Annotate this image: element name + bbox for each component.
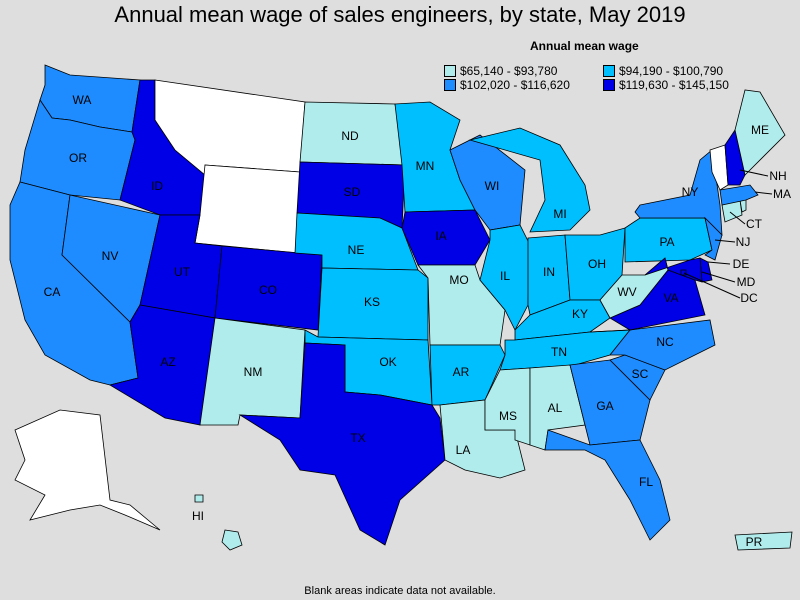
label-CT: CT bbox=[746, 217, 763, 231]
label-FL: FL bbox=[639, 475, 653, 489]
label-MI: MI bbox=[553, 207, 566, 221]
state-TX[interactable] bbox=[238, 342, 446, 546]
label-OH: OH bbox=[588, 257, 606, 271]
label-SD: SD bbox=[344, 185, 361, 199]
state-ME[interactable] bbox=[734, 89, 786, 176]
state-KS[interactable] bbox=[317, 267, 429, 341]
state-VT[interactable] bbox=[709, 144, 729, 191]
state-NH[interactable] bbox=[724, 128, 746, 186]
legend-swatch-1 bbox=[444, 65, 456, 77]
state-MI[interactable] bbox=[468, 127, 591, 233]
label-TX: TX bbox=[350, 431, 365, 445]
state-DC[interactable] bbox=[680, 269, 687, 276]
label-ID: ID bbox=[151, 179, 163, 193]
label-MN: MN bbox=[416, 159, 435, 173]
state-WY[interactable] bbox=[194, 164, 301, 254]
legend-item-2: $94,190 - $100,790 bbox=[603, 64, 723, 78]
label-AR: AR bbox=[453, 365, 470, 379]
state-HI-island[interactable] bbox=[194, 494, 204, 503]
legend-item-1: $65,140 - $93,780 bbox=[444, 64, 557, 78]
state-FL[interactable] bbox=[544, 429, 671, 541]
label-OK: OK bbox=[379, 355, 396, 369]
state-NJ[interactable] bbox=[704, 216, 723, 261]
label-DC: DC bbox=[740, 291, 758, 305]
label-leader-lines bbox=[683, 169, 773, 299]
label-NM: NM bbox=[244, 365, 263, 379]
label-DE: DE bbox=[733, 257, 750, 271]
label-NY: NY bbox=[682, 185, 699, 199]
label-LA: LA bbox=[456, 443, 471, 457]
label-GA: GA bbox=[596, 399, 613, 413]
label-NJ: NJ bbox=[736, 235, 751, 249]
label-PR: PR bbox=[746, 535, 763, 549]
label-IA: IA bbox=[435, 229, 446, 243]
state-MO[interactable] bbox=[417, 264, 506, 346]
label-NH: NH bbox=[769, 169, 786, 183]
label-ME: ME bbox=[751, 123, 769, 137]
label-KS: KS bbox=[364, 295, 380, 309]
label-UT: UT bbox=[174, 265, 191, 279]
label-MS: MS bbox=[499, 409, 517, 423]
label-NV: NV bbox=[102, 249, 119, 263]
label-VA: VA bbox=[663, 291, 678, 305]
label-TN: TN bbox=[551, 345, 567, 359]
state-MD[interactable] bbox=[644, 257, 703, 283]
label-WV: WV bbox=[617, 285, 636, 299]
state-CO[interactable] bbox=[214, 245, 323, 331]
label-ND: ND bbox=[341, 129, 359, 143]
label-OR: OR bbox=[69, 151, 87, 165]
label-AZ: AZ bbox=[160, 355, 175, 369]
legend-swatch-4 bbox=[603, 79, 615, 91]
legend-item-3: $102,020 - $116,620 bbox=[444, 78, 570, 92]
label-NC: NC bbox=[656, 335, 674, 349]
legend-label-1: $65,140 - $93,780 bbox=[460, 64, 558, 78]
legend-label-2: $94,190 - $100,790 bbox=[619, 64, 724, 78]
legend-title: Annual mean wage bbox=[530, 39, 639, 53]
label-MO: MO bbox=[449, 273, 468, 287]
label-IL: IL bbox=[500, 269, 510, 283]
legend-swatch-3 bbox=[444, 79, 456, 91]
state-NY[interactable] bbox=[634, 149, 723, 237]
legend-label-3: $102,020 - $116,620 bbox=[460, 78, 570, 92]
label-HI: HI bbox=[192, 509, 204, 523]
legend-label-4: $119,630 - $145,150 bbox=[619, 78, 729, 92]
state-MA[interactable] bbox=[719, 184, 759, 206]
state-AK[interactable] bbox=[14, 409, 161, 531]
label-WI: WI bbox=[485, 179, 500, 193]
label-WA: WA bbox=[73, 93, 92, 107]
legend-item-4: $119,630 - $145,150 bbox=[603, 78, 729, 92]
label-IN: IN bbox=[543, 265, 555, 279]
label-PA: PA bbox=[659, 235, 674, 249]
label-MA: MA bbox=[773, 187, 791, 201]
map-title: Annual mean wage of sales engineers, by … bbox=[114, 2, 686, 27]
label-AL: AL bbox=[548, 401, 563, 415]
label-CO: CO bbox=[259, 283, 277, 297]
legend-swatch-2 bbox=[603, 65, 615, 77]
label-CA: CA bbox=[44, 285, 61, 299]
label-MD: MD bbox=[737, 275, 756, 289]
label-KY: KY bbox=[572, 307, 588, 321]
state-PR[interactable] bbox=[734, 531, 793, 551]
state-HI[interactable] bbox=[221, 529, 243, 551]
label-NE: NE bbox=[348, 243, 365, 257]
footnote: Blank areas indicate data not available. bbox=[304, 585, 496, 597]
state-labels: WA OR CA NV ID UT CO AZ NM ND SD NE KS O… bbox=[44, 93, 791, 549]
label-SC: SC bbox=[632, 367, 649, 381]
